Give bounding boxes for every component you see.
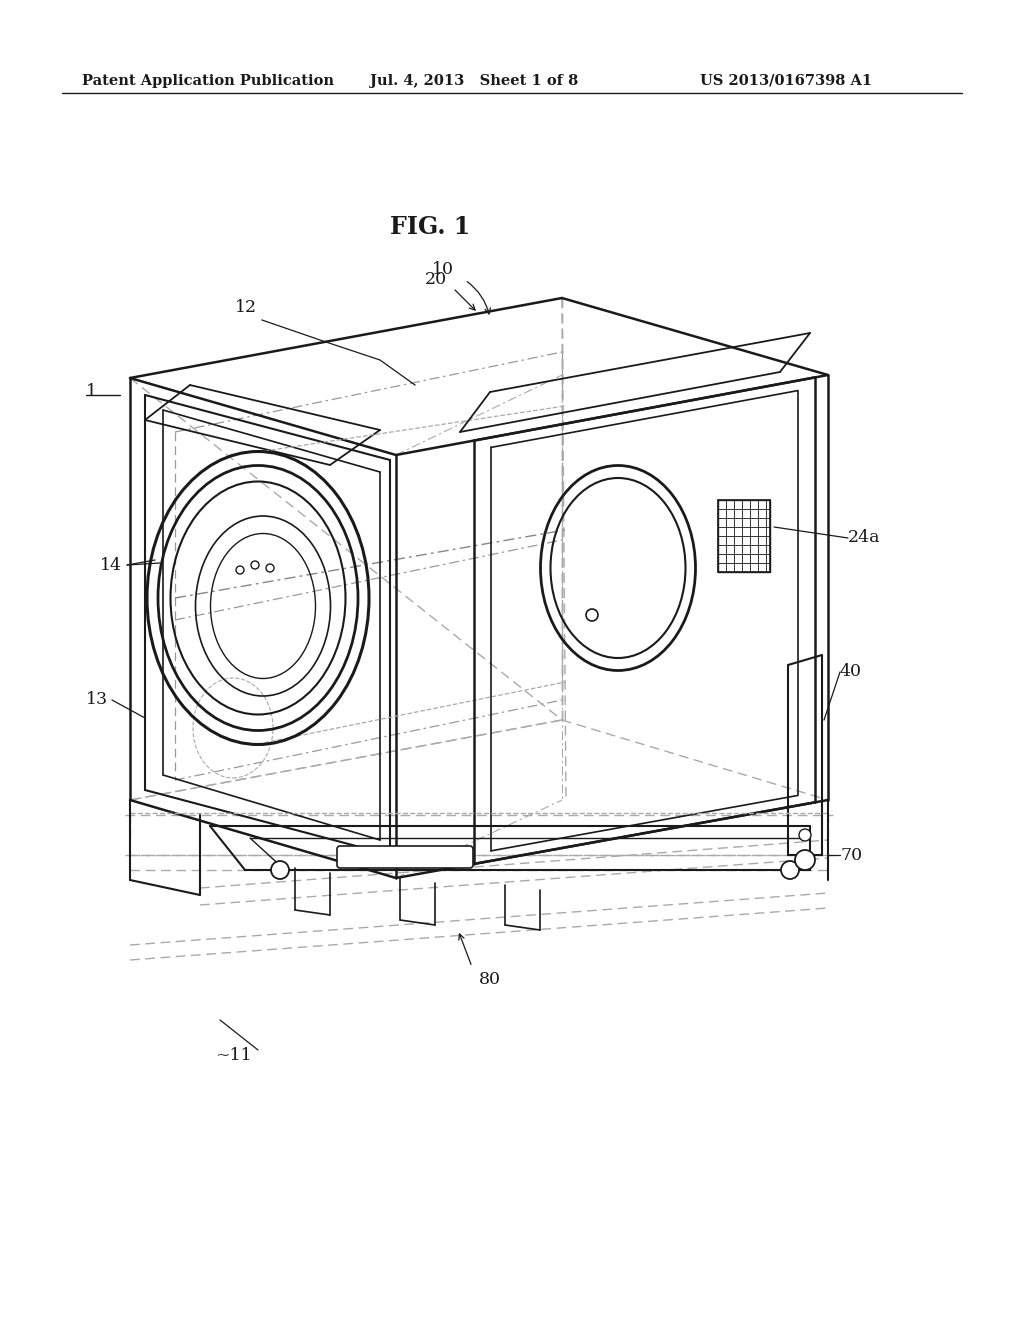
Text: 40: 40	[840, 664, 862, 681]
Text: 14: 14	[100, 557, 122, 573]
Text: 24a: 24a	[848, 529, 881, 546]
Text: Jul. 4, 2013   Sheet 1 of 8: Jul. 4, 2013 Sheet 1 of 8	[370, 74, 579, 88]
Text: 1: 1	[86, 384, 97, 400]
Text: 12: 12	[234, 300, 257, 317]
Circle shape	[266, 564, 274, 572]
Circle shape	[799, 829, 811, 841]
Circle shape	[795, 850, 815, 870]
Text: US 2013/0167398 A1: US 2013/0167398 A1	[700, 74, 872, 88]
Text: FIG. 1: FIG. 1	[390, 215, 470, 239]
Text: 13: 13	[86, 692, 109, 709]
Text: Patent Application Publication: Patent Application Publication	[82, 74, 334, 88]
Text: 70: 70	[840, 846, 862, 863]
Circle shape	[271, 861, 289, 879]
Text: 20: 20	[425, 272, 447, 289]
FancyBboxPatch shape	[337, 846, 473, 869]
Circle shape	[781, 861, 799, 879]
Bar	[718, 500, 770, 572]
Text: 10: 10	[432, 261, 454, 279]
Circle shape	[586, 609, 598, 620]
Text: ~11: ~11	[215, 1047, 252, 1064]
Text: 80: 80	[479, 972, 501, 989]
Circle shape	[236, 566, 244, 574]
Circle shape	[251, 561, 259, 569]
